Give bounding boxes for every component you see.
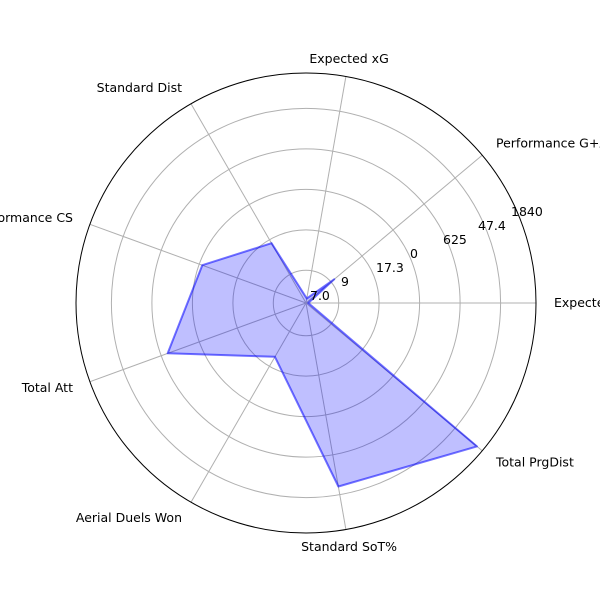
spoke-8 [305, 302, 347, 530]
radial-tick-label: 0 [410, 246, 418, 261]
outer-frame [75, 72, 537, 534]
radial-tick-label: 47.4 [478, 218, 506, 233]
spoke-3 [305, 76, 347, 304]
axis-label: Standard SoT% [301, 539, 397, 554]
data-area [167, 243, 477, 487]
axis-label: Total Att [21, 380, 73, 395]
grid-layer [75, 72, 537, 534]
axis-label: Total PrgDist [495, 454, 574, 469]
label-layer: 7.0 9 17.3 0 625 47.4 1840 Expected xG Performan… [0, 51, 600, 554]
radial-tick-label: 7.0 [310, 288, 330, 303]
radial-tick-label: 1840 [511, 204, 543, 219]
data-layer [166, 242, 478, 488]
spoke-7 [190, 302, 307, 503]
spoke-4 [190, 103, 307, 304]
spoke-2 [305, 154, 483, 304]
axis-label: Performance CS [0, 210, 73, 225]
axis-label: Performance G+A [496, 136, 600, 151]
axis-label: Expected xG [554, 295, 600, 310]
axis-label: Expected xG [309, 51, 388, 66]
spoke-6 [89, 302, 307, 383]
spoke-5 [89, 223, 307, 304]
data-outline [166, 242, 478, 488]
radial-tick-label: 625 [443, 232, 467, 247]
radial-tick-label: 9 [341, 274, 349, 289]
axis-label: Standard Dist [97, 80, 182, 95]
radial-tick-label: 17.3 [376, 260, 404, 275]
axis-label: Aerial Duels Won [76, 510, 182, 525]
